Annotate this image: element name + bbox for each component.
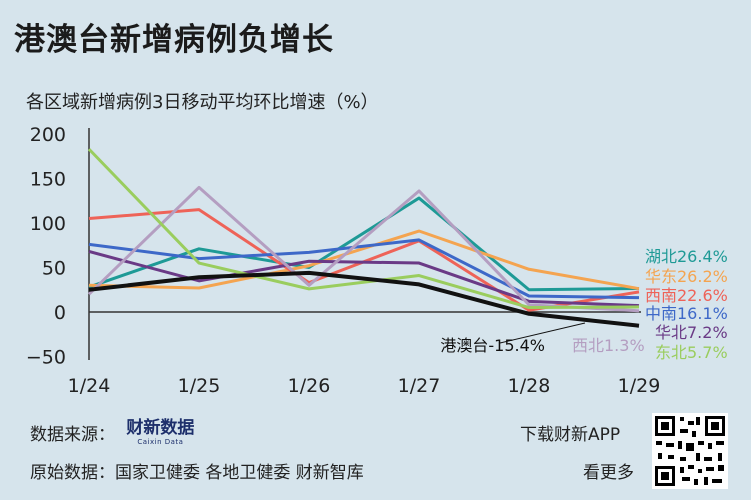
series-line-港澳台: [88, 270, 640, 328]
series-line-中南: [88, 238, 640, 300]
qr-code[interactable]: [652, 413, 728, 489]
qr-code-graphic: [655, 416, 725, 486]
series-line-东北: [87, 148, 640, 310]
y-tick-label: 0: [54, 302, 66, 324]
logo-subtext: Caixin Data: [137, 438, 184, 446]
series-end-label: 西北1.3%: [572, 336, 645, 355]
x-tick-label: 1/27: [398, 375, 441, 397]
caixin-data-logo: 财新数据 Caixin Data: [126, 418, 195, 449]
line-chart: 200 150 100 50 0 −501/24 1/25 1/26 1/27 1/28 1/29 湖…: [26, 124, 728, 397]
y-tick-label: 150: [30, 169, 66, 191]
series-end-label: 东北5.7%: [655, 343, 728, 362]
chart-title: 港澳台新增病例负增长: [14, 22, 334, 58]
y-tick-label: 50: [42, 258, 66, 280]
y-tick-label: 200: [30, 124, 66, 146]
series-end-label: 中南16.1%: [645, 304, 728, 323]
series-end-label: 西南22.6%: [645, 286, 728, 305]
series-line-华东: [88, 229, 640, 291]
see-more-link[interactable]: 看更多: [583, 463, 634, 483]
chart-subtitle: 各区域新增病例3日移动平均环比增速（%）: [26, 92, 379, 113]
label-leader-line: [499, 322, 586, 344]
series-end-label: 华北7.2%: [655, 323, 728, 342]
series-line-西北: [87, 185, 640, 313]
series-end-label: 湖北26.4%: [645, 247, 728, 266]
origin-line: 原始数据：国家卫健委 各地卫健委 财新智库: [30, 463, 364, 483]
series-end-label: 港澳台-15.4%: [440, 336, 545, 355]
logo-text: 财新数据: [126, 418, 195, 438]
source-line: 数据来源： 财新数据 Caixin Data: [30, 420, 194, 449]
x-tick-label: 1/24: [68, 375, 111, 397]
series-end-label: 华东26.2%: [645, 267, 728, 286]
series-line-华北: [88, 250, 640, 308]
y-tick-label: −50: [26, 347, 66, 369]
x-tick-label: 1/26: [288, 375, 331, 397]
source-label: 数据来源：: [30, 425, 115, 445]
x-tick-label: 1/29: [618, 375, 661, 397]
x-tick-label: 1/28: [508, 375, 551, 397]
download-app-link[interactable]: 下载财新APP: [520, 425, 621, 445]
y-tick-label: 100: [30, 213, 66, 235]
x-tick-label: 1/25: [178, 375, 221, 397]
